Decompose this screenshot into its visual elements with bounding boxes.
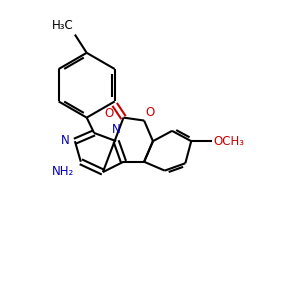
Text: O: O bbox=[146, 106, 155, 119]
Text: N: N bbox=[61, 134, 70, 147]
Text: H₃C: H₃C bbox=[52, 19, 74, 32]
Text: N: N bbox=[112, 123, 121, 136]
Text: NH₂: NH₂ bbox=[52, 165, 74, 178]
Text: O: O bbox=[104, 107, 113, 120]
Text: OCH₃: OCH₃ bbox=[213, 135, 244, 148]
